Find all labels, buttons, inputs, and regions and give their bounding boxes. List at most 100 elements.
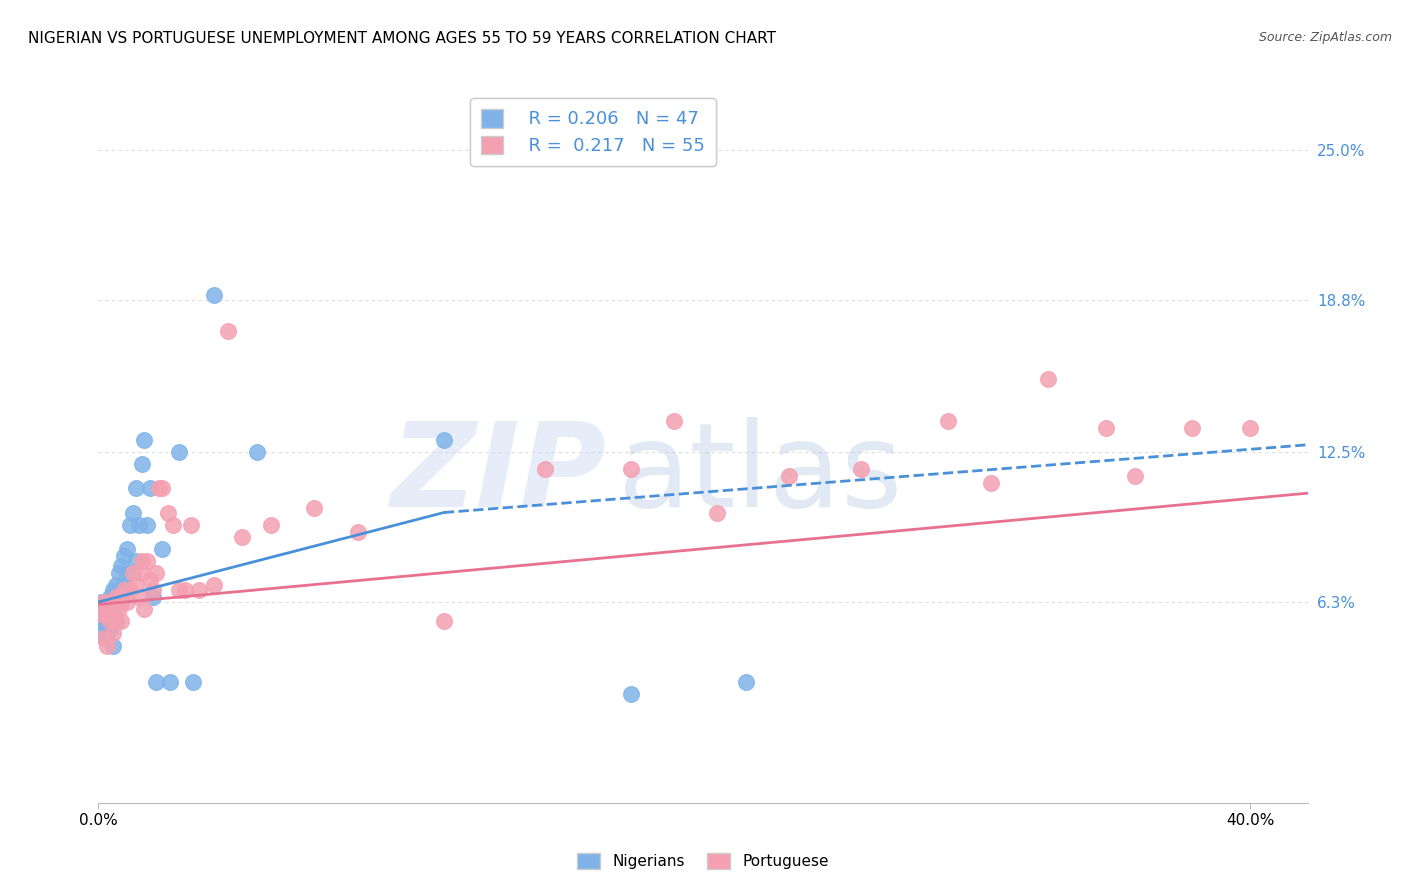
Point bbox=[96, 595, 118, 609]
Point bbox=[115, 566, 138, 580]
Text: ZIP: ZIP bbox=[391, 417, 606, 532]
Point bbox=[131, 566, 153, 580]
Point bbox=[125, 554, 148, 568]
Point bbox=[107, 590, 129, 604]
Point bbox=[131, 554, 153, 568]
Point bbox=[122, 506, 145, 520]
Point bbox=[107, 566, 129, 580]
Point bbox=[173, 582, 195, 597]
Point bbox=[664, 414, 686, 428]
Point bbox=[96, 607, 118, 621]
Point bbox=[93, 632, 115, 646]
Point bbox=[139, 481, 162, 495]
Point bbox=[167, 582, 190, 597]
Point bbox=[980, 476, 1002, 491]
Text: NIGERIAN VS PORTUGUESE UNEMPLOYMENT AMONG AGES 55 TO 59 YEARS CORRELATION CHART: NIGERIAN VS PORTUGUESE UNEMPLOYMENT AMON… bbox=[28, 31, 776, 46]
Point bbox=[93, 602, 115, 616]
Point bbox=[101, 602, 124, 616]
Point bbox=[104, 590, 127, 604]
Point bbox=[188, 582, 211, 597]
Point bbox=[620, 687, 643, 701]
Point bbox=[202, 578, 225, 592]
Point bbox=[128, 590, 150, 604]
Legend: Nigerians, Portuguese: Nigerians, Portuguese bbox=[571, 847, 835, 875]
Point bbox=[1095, 421, 1118, 435]
Point bbox=[98, 595, 121, 609]
Point bbox=[134, 602, 156, 616]
Point bbox=[150, 481, 173, 495]
Point bbox=[115, 541, 138, 556]
Point bbox=[851, 462, 873, 476]
Point bbox=[136, 554, 159, 568]
Point bbox=[96, 626, 118, 640]
Point bbox=[101, 639, 124, 653]
Point bbox=[90, 615, 112, 629]
Point bbox=[101, 595, 124, 609]
Point bbox=[183, 674, 205, 689]
Point bbox=[112, 582, 135, 597]
Point bbox=[101, 607, 124, 621]
Point bbox=[93, 632, 115, 646]
Point bbox=[107, 602, 129, 616]
Point bbox=[101, 626, 124, 640]
Point bbox=[96, 607, 118, 621]
Text: atlas: atlas bbox=[619, 417, 904, 532]
Point bbox=[136, 517, 159, 532]
Point bbox=[346, 524, 368, 539]
Point bbox=[96, 615, 118, 629]
Point bbox=[110, 615, 132, 629]
Point bbox=[104, 615, 127, 629]
Point bbox=[104, 615, 127, 629]
Point bbox=[93, 622, 115, 636]
Point bbox=[104, 595, 127, 609]
Point bbox=[148, 481, 170, 495]
Point bbox=[98, 622, 121, 636]
Point bbox=[246, 445, 269, 459]
Legend:   R = 0.206   N = 47,   R =  0.217   N = 55: R = 0.206 N = 47, R = 0.217 N = 55 bbox=[470, 98, 716, 166]
Point bbox=[260, 517, 283, 532]
Point bbox=[936, 414, 959, 428]
Point bbox=[1239, 421, 1261, 435]
Point bbox=[98, 590, 121, 604]
Point bbox=[125, 481, 148, 495]
Point bbox=[128, 517, 150, 532]
Point bbox=[110, 595, 132, 609]
Point bbox=[90, 595, 112, 609]
Point bbox=[142, 590, 165, 604]
Point bbox=[145, 566, 167, 580]
Point bbox=[104, 578, 127, 592]
Point bbox=[162, 517, 184, 532]
Point bbox=[1038, 372, 1060, 386]
Point bbox=[1181, 421, 1204, 435]
Point bbox=[120, 517, 142, 532]
Point bbox=[231, 530, 253, 544]
Point bbox=[433, 433, 456, 447]
Point bbox=[167, 445, 190, 459]
Text: Source: ZipAtlas.com: Source: ZipAtlas.com bbox=[1258, 31, 1392, 45]
Point bbox=[180, 517, 202, 532]
Point bbox=[433, 615, 456, 629]
Point bbox=[120, 582, 142, 597]
Point bbox=[101, 582, 124, 597]
Point bbox=[533, 462, 555, 476]
Point bbox=[98, 615, 121, 629]
Point bbox=[778, 469, 800, 483]
Point bbox=[110, 558, 132, 573]
Point bbox=[620, 462, 643, 476]
Point bbox=[122, 566, 145, 580]
Point bbox=[112, 578, 135, 592]
Point bbox=[202, 288, 225, 302]
Point bbox=[110, 590, 132, 604]
Point bbox=[304, 500, 326, 515]
Point bbox=[217, 324, 239, 338]
Point bbox=[706, 506, 728, 520]
Point bbox=[93, 595, 115, 609]
Point bbox=[96, 639, 118, 653]
Point bbox=[145, 674, 167, 689]
Point bbox=[98, 602, 121, 616]
Point bbox=[156, 506, 179, 520]
Point bbox=[735, 674, 758, 689]
Point bbox=[125, 578, 148, 592]
Point bbox=[115, 595, 138, 609]
Point bbox=[139, 574, 162, 588]
